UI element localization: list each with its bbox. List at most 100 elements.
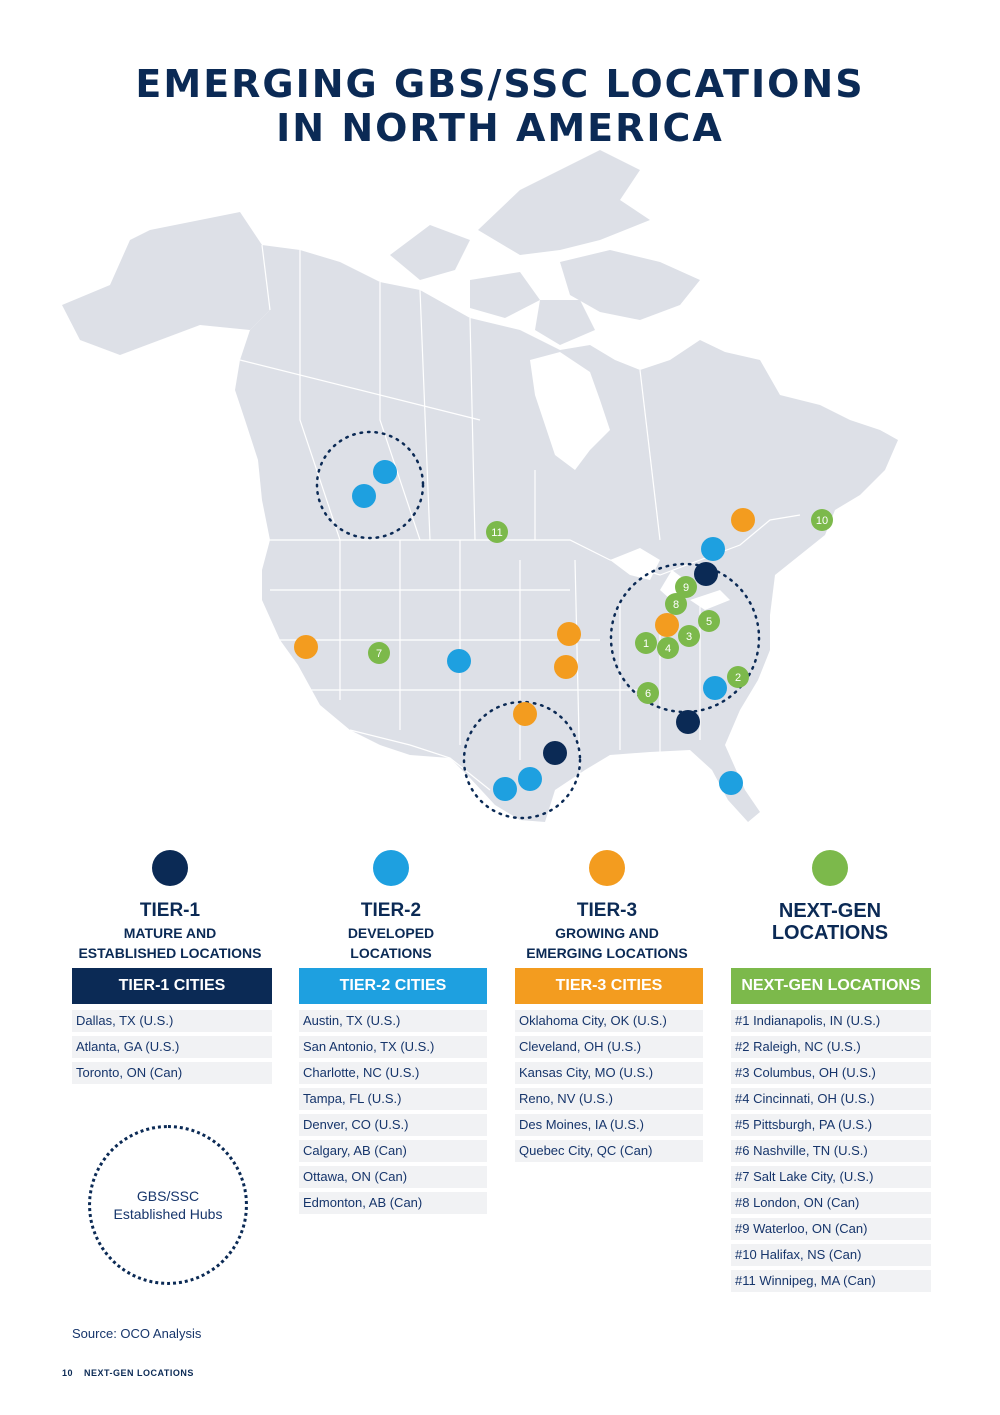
tier3-marker (513, 702, 537, 726)
marker-label: 6 (645, 688, 651, 700)
tier3-marker (655, 613, 679, 637)
tier1-cities-column: TIER-1 CITIES Dallas, TX (U.S.) Atlanta, … (72, 968, 272, 1088)
tier2-dot (373, 850, 409, 886)
marker-dot (694, 562, 718, 586)
marker-label: 10 (816, 515, 828, 527)
page-footer: 10 NEXT-GEN LOCATIONS (62, 1368, 194, 1378)
list-item: Calgary, AB (Can) (299, 1140, 487, 1162)
marker-dot (811, 509, 833, 531)
marker-dot (719, 771, 743, 795)
province-border (639, 369, 661, 541)
nextgen-name-1: NEXT-GEN (778, 900, 882, 922)
tier1-marker (694, 562, 718, 586)
list-item: #6 Nashville, TN (U.S.) (731, 1140, 931, 1162)
nextgen-marker: 2 (727, 666, 749, 688)
marker-label: 3 (686, 631, 692, 643)
nextgen-marker: 7 (368, 642, 390, 664)
marker-dot (486, 521, 508, 543)
tier1-name: TIER-1 (139, 900, 201, 921)
tier2-cities-list: Austin, TX (U.S.) San Antonio, TX (U.S.) C… (299, 1010, 487, 1214)
province-border (299, 250, 341, 541)
marker-label: 1 (643, 638, 649, 650)
list-item: Atlanta, GA (U.S.) (72, 1036, 272, 1058)
legend-line-2: Established Hubs (113, 1206, 223, 1222)
tier3-marker (731, 508, 755, 532)
alaska-border (261, 244, 271, 311)
marker-dot (294, 635, 318, 659)
title-line-2: IN NORTH AMERICA (276, 106, 724, 150)
tier2-desc-2: LOCATIONS (350, 945, 432, 961)
list-item: Edmonton, AB (Can) (299, 1192, 487, 1214)
province-border (379, 282, 421, 541)
page-title: EMERGING GBS/SSC LOCATIONS IN NORTH AMER… (0, 62, 1000, 150)
marker-dot (518, 767, 542, 791)
list-item: #2 Raleigh, NC (U.S.) (731, 1036, 931, 1058)
list-item: Quebec City, QC (Can) (515, 1140, 703, 1162)
tier3-marker (557, 622, 581, 646)
tier3-heading: TIER-3 GROWING AND EMERGING LOCATIONS (502, 850, 712, 962)
tier3-dot (589, 850, 625, 886)
marker-dot (655, 613, 679, 637)
province-border (239, 359, 481, 421)
hub-circle-alberta (315, 430, 425, 540)
marker-dot (513, 702, 537, 726)
list-item: Reno, NV (U.S.) (515, 1088, 703, 1110)
list-item: #1 Indianapolis, IN (U.S.) (731, 1010, 931, 1032)
marker-label: 4 (665, 643, 671, 655)
marker-dot (727, 666, 749, 688)
province-border (419, 289, 431, 541)
list-item: #3 Columbus, OH (U.S.) (731, 1062, 931, 1084)
marker-dot (698, 610, 720, 632)
hudson-bay (530, 352, 610, 470)
marker-label: 2 (735, 672, 741, 684)
nextgen-locations-column: NEXT-GEN LOCATIONS #1 Indianapolis, IN (… (731, 968, 931, 1296)
marker-dot (701, 537, 725, 561)
legend-line-1: GBS/SSC (136, 1188, 200, 1204)
tier3-cities-column: TIER-3 CITIES Oklahoma City, OK (U.S.) Cl… (515, 968, 703, 1166)
established-hub-circles (315, 430, 761, 820)
tier2-desc-1: DEVELOPED (347, 925, 435, 941)
tier2-marker (701, 537, 725, 561)
marker-dot (447, 649, 471, 673)
list-item: #7 Salt Lake City, (U.S.) (731, 1166, 931, 1188)
list-item: Charlotte, NC (U.S.) (299, 1062, 487, 1084)
tier2-marker (447, 649, 471, 673)
marker-dot (368, 642, 390, 664)
nextgen-heading: NEXT-GEN LOCATIONS (725, 850, 935, 944)
nextgen-marker: 1 (635, 632, 657, 654)
us-mexico-border (349, 729, 491, 791)
tier2-heading: TIER-2 DEVELOPED LOCATIONS (286, 850, 496, 962)
list-item: #5 Pittsburgh, PA (U.S.) (731, 1114, 931, 1136)
list-item: Oklahoma City, OK (U.S.) (515, 1010, 703, 1032)
list-item: #11 Winnipeg, MA (Can) (731, 1270, 931, 1292)
nextgen-locations-list: #1 Indianapolis, IN (U.S.) #2 Raleigh, NC… (731, 1010, 931, 1292)
list-item: Austin, TX (U.S.) (299, 1010, 487, 1032)
tier3-marker (554, 655, 578, 679)
tier1-dot (152, 850, 188, 886)
tier3-cities-header: TIER-3 CITIES (515, 968, 703, 1004)
list-item: Cleveland, OH (U.S.) (515, 1036, 703, 1058)
tier1-cities-list: Dallas, TX (U.S.) Atlanta, GA (U.S.) Toron… (72, 1010, 272, 1084)
list-item: Ottawa, ON (Can) (299, 1166, 487, 1188)
tier3-desc-2: EMERGING LOCATIONS (526, 945, 688, 961)
great-lakes (610, 548, 730, 610)
tier3-cities-list: Oklahoma City, OK (U.S.) Cleveland, OH (U… (515, 1010, 703, 1162)
tier1-marker (543, 741, 567, 765)
hub-circle-texas (462, 700, 582, 820)
nextgen-marker: 11 (486, 521, 508, 543)
marker-dot (352, 484, 376, 508)
nextgen-locations-header: NEXT-GEN LOCATIONS (731, 968, 931, 1004)
tier1-heading: TIER-1 MATURE AND ESTABLISHED LOCATIONS (65, 850, 275, 962)
arctic-island (470, 272, 540, 318)
marker-dot (637, 682, 659, 704)
tier2-cities-header: TIER-2 CITIES (299, 968, 487, 1004)
list-item: Des Moines, IA (U.S.) (515, 1114, 703, 1136)
list-item: #9 Waterloo, ON (Can) (731, 1218, 931, 1240)
tier1-marker (676, 710, 700, 734)
list-item: Denver, CO (U.S.) (299, 1114, 487, 1136)
hub-circle-great-lakes (609, 562, 761, 714)
us-canada-border (268, 514, 801, 576)
tier3-desc-1: GROWING AND (555, 925, 659, 941)
list-item: #8 London, ON (Can) (731, 1192, 931, 1214)
